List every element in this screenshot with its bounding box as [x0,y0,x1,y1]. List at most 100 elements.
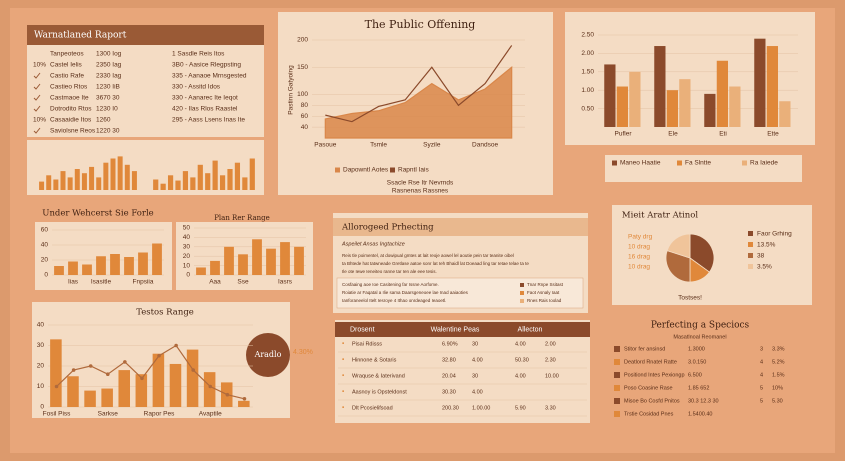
table-cell: Pisai Rdisss [352,341,382,347]
check-icon [33,94,41,101]
table-cell: 30 [472,341,478,347]
list-cell: 3.0.150 [688,359,706,365]
list-cell: 5 [760,385,763,391]
bar [124,164,130,190]
bullet: • [342,389,345,396]
bar [294,246,304,275]
x-tick-label: Ele [668,131,678,138]
note: Ssacle Rse Itr Nevrnds [387,180,454,187]
x-tick-label: Fnpsiia [133,279,154,286]
chart-title: Testos Range [136,308,194,318]
bar [716,60,728,128]
x-tick-label: Ette [767,131,779,138]
bar [68,261,78,275]
check-icon [33,105,41,112]
table-cell: 1.00.00 [472,405,490,411]
row-value: 1230 IiB [96,84,120,91]
bullet: • [342,341,345,348]
table-cell: 50.30 [515,357,529,363]
side-label: 10 drag [628,244,650,251]
table-cell: 20.04 [442,373,456,379]
y-tick-label: 50 [183,225,191,232]
row-value: 1260 [96,117,111,124]
legend-swatch [748,242,753,247]
table-cell: 4.00 [515,341,526,347]
row-value: 3670 30 [96,95,120,102]
bar [704,93,716,127]
list-cell: 3 [760,346,763,352]
legend-swatch [335,167,340,173]
legend-label: Faot Asnaly Iaat [527,290,560,295]
bar [190,177,196,190]
bar [167,175,174,190]
bar [175,180,181,190]
y-tick-label: 40 [301,124,309,131]
bar [82,264,92,275]
legend-label: 13.5% [757,242,776,249]
note: Tostses! [678,295,702,302]
row-value: 1230 I0 [96,106,118,113]
bar [60,171,66,190]
y-tick-label: 100 [297,91,308,98]
y-tick-label: 0 [40,404,44,411]
row-desc: 295 - Aass Lsens Inas Ite [172,117,245,124]
legend-label: Rnes Rais Ioolad [527,298,562,303]
check-icon [33,83,41,90]
box-text: Roiatie ar Faqatal a Ilie sama Daarsgene… [342,290,469,295]
x-tick-label: Sarkse [98,411,119,418]
bullet: • [342,357,345,364]
table-header: Allecton [518,326,543,333]
point [71,368,76,372]
legend-label: Maneo Haatie [620,160,661,167]
box-text: Cosfaaing aoe Ioe Casitening far Issne A… [342,282,439,287]
x-tick-label: Pasoue [314,142,336,149]
panel [335,320,590,423]
point [208,384,213,389]
side-label: Paty drg [628,234,653,241]
row-icon [614,346,620,352]
y-tick-label: 60 [41,227,49,234]
x-tick-label: Fosil Piss [43,411,72,418]
bar [153,179,159,190]
bar [53,179,59,190]
list-cell: 5.2% [772,359,785,365]
legend-swatch [520,283,524,287]
table-cell: Aasnoy is Opsteldonst [352,389,407,395]
row-label: Dotrodito Rtos [50,106,92,113]
paragraph: Reis tle poimentel, at dowipual gmtes at… [342,253,514,258]
bar [604,64,616,127]
table-cell: 3.30 [545,405,556,411]
bar [169,363,182,407]
point [225,392,230,397]
bar [50,339,62,407]
table-cell: 30 [472,373,478,379]
row-value: 2350 Iag [96,62,122,69]
pie-slice [665,250,691,283]
y-tick-label: 150 [297,64,308,71]
list-cell: 4 [760,372,763,378]
list-cell: 10% [772,385,783,391]
row-value: 1220 30 [96,128,120,135]
header-bar [333,218,588,236]
header-bar [335,322,590,337]
bar [766,46,778,127]
table-cell: 32.80 [442,357,456,363]
y-tick-label: 2.00 [581,50,594,57]
table-cell: 6.90% [442,341,458,347]
legend-label: Tnar Rnpe Ssitast [527,282,564,287]
point [191,368,196,372]
x-tick-label: Iias [68,279,79,286]
legend-swatch [612,160,617,166]
y-tick-label: 1.00 [581,87,594,94]
legend-swatch [520,299,524,303]
legend-swatch [677,160,682,166]
point [174,343,178,348]
x-tick-label: Eti [719,131,727,138]
row-desc: 1 Sasdle Reis Itos [172,51,225,58]
x-tick-label: Isasitle [91,279,112,286]
bar [249,158,255,190]
bar [182,171,189,190]
box-text: Ianforaneelol Itelt Iesroye 4 Ithao onrd… [342,298,446,303]
list-cell: 1.5400.40 [688,411,712,417]
list-cell: 30.3 12.3 30 [688,398,719,404]
